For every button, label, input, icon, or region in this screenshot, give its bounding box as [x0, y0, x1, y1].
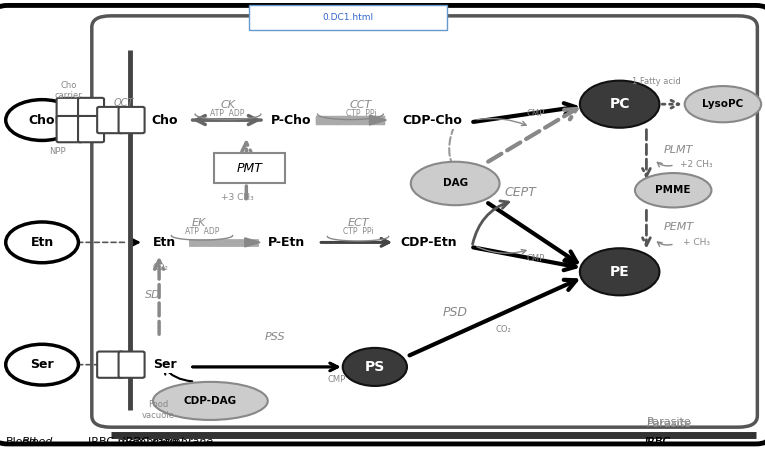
- Text: PSS: PSS: [265, 332, 285, 342]
- Text: Parasite: Parasite: [647, 417, 692, 427]
- Text: 1 Fatty acid: 1 Fatty acid: [632, 77, 681, 86]
- Text: +2 CH₃: +2 CH₃: [680, 160, 712, 169]
- Text: Blood: Blood: [5, 437, 37, 447]
- Text: CO₂: CO₂: [496, 325, 511, 334]
- FancyBboxPatch shape: [57, 116, 83, 142]
- FancyBboxPatch shape: [249, 5, 447, 30]
- Text: CTP  PPi: CTP PPi: [346, 109, 376, 118]
- Text: Etn: Etn: [31, 236, 54, 249]
- Ellipse shape: [411, 162, 500, 205]
- Text: IRBC membrane: IRBC membrane: [122, 437, 213, 447]
- Text: Blood: Blood: [21, 437, 53, 447]
- Text: PE: PE: [610, 265, 630, 279]
- Text: Parasite: Parasite: [646, 419, 692, 429]
- Polygon shape: [245, 238, 260, 247]
- FancyBboxPatch shape: [97, 352, 123, 378]
- Text: +3 CH₃: +3 CH₃: [221, 193, 253, 202]
- Polygon shape: [369, 115, 386, 125]
- Ellipse shape: [153, 382, 268, 420]
- Text: PLMT: PLMT: [664, 145, 693, 155]
- Text: Ser: Ser: [153, 358, 176, 371]
- Text: + CH₃: + CH₃: [682, 238, 710, 247]
- Text: P-Etn: P-Etn: [269, 236, 305, 249]
- Text: CDP-Cho: CDP-Cho: [402, 114, 462, 126]
- Text: DAG: DAG: [443, 178, 467, 188]
- Text: Cho
carrier: Cho carrier: [55, 81, 83, 100]
- Text: CTP  PPi: CTP PPi: [343, 226, 373, 236]
- FancyBboxPatch shape: [78, 98, 104, 124]
- Text: IRBC membrane: IRBC membrane: [89, 437, 179, 447]
- FancyBboxPatch shape: [0, 5, 765, 444]
- Text: CMP: CMP: [526, 109, 545, 118]
- FancyBboxPatch shape: [78, 116, 104, 142]
- Text: ECT: ECT: [347, 218, 369, 228]
- Text: PS: PS: [365, 360, 385, 374]
- Text: PMT: PMT: [236, 162, 262, 174]
- Text: PSD: PSD: [443, 306, 467, 319]
- Circle shape: [580, 81, 659, 128]
- Text: CMP: CMP: [526, 254, 545, 263]
- Text: IRBC: IRBC: [645, 437, 671, 447]
- Text: LysoPC: LysoPC: [702, 99, 744, 109]
- Text: PC: PC: [610, 97, 630, 111]
- Text: 0.DC1.html: 0.DC1.html: [323, 13, 373, 22]
- Text: SD: SD: [145, 290, 161, 300]
- Text: ATP  ADP: ATP ADP: [185, 226, 219, 236]
- Text: ATP  ADP: ATP ADP: [210, 109, 245, 118]
- Circle shape: [580, 248, 659, 295]
- Text: OCT: OCT: [114, 98, 134, 108]
- Text: Etn: Etn: [153, 236, 176, 249]
- Text: Cho: Cho: [151, 114, 177, 126]
- Ellipse shape: [685, 86, 761, 122]
- Text: CDP-Etn: CDP-Etn: [400, 236, 457, 249]
- Text: NPP: NPP: [49, 147, 66, 156]
- FancyBboxPatch shape: [57, 98, 83, 124]
- FancyBboxPatch shape: [214, 153, 285, 183]
- Ellipse shape: [6, 222, 79, 263]
- Text: CDP-DAG: CDP-DAG: [184, 396, 237, 406]
- Text: CO₂: CO₂: [153, 263, 168, 272]
- FancyBboxPatch shape: [92, 16, 757, 427]
- Ellipse shape: [635, 173, 711, 207]
- Text: Food
vacuole: Food vacuole: [142, 400, 174, 419]
- Text: P-Cho: P-Cho: [271, 114, 311, 126]
- Text: PMME: PMME: [656, 185, 691, 195]
- Text: Cho: Cho: [29, 114, 55, 126]
- Text: PEMT: PEMT: [663, 222, 694, 232]
- Text: CCT: CCT: [350, 100, 373, 110]
- Text: CK: CK: [220, 100, 235, 110]
- FancyBboxPatch shape: [119, 107, 145, 133]
- Ellipse shape: [6, 344, 79, 385]
- Text: CMP: CMP: [327, 375, 346, 384]
- Text: IRBC: IRBC: [645, 437, 671, 447]
- FancyBboxPatch shape: [97, 107, 123, 133]
- Circle shape: [343, 348, 407, 386]
- Text: CEPT: CEPT: [504, 186, 536, 199]
- Text: Ser: Ser: [31, 358, 54, 371]
- FancyBboxPatch shape: [119, 352, 145, 378]
- Text: EK: EK: [192, 218, 206, 228]
- Ellipse shape: [6, 100, 79, 140]
